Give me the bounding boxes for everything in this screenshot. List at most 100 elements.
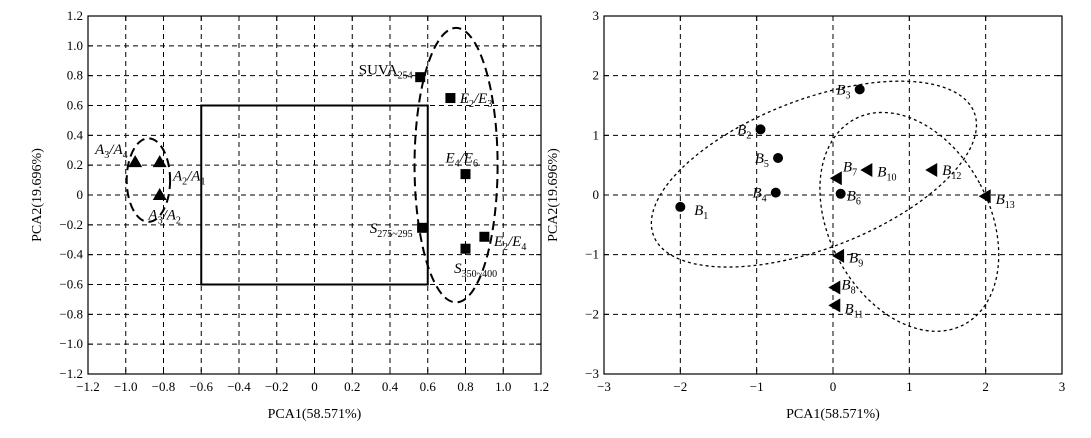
point-label: B3 [836,82,850,101]
y-tick-label: −0.8 [59,306,83,321]
cluster-ellipse [125,137,172,223]
point-marker [773,153,784,164]
point-label: B10 [877,165,896,184]
point-marker [860,162,873,177]
y-tick-label: 0 [77,187,84,202]
x-tick-label: −2 [673,379,687,394]
point-marker [128,155,143,168]
selection-rectangle [200,104,429,286]
y-tick-label: −3 [585,366,599,381]
y-tick-label: 1.0 [67,38,83,53]
point-marker [835,188,846,199]
y-tick-label: 3 [593,8,600,23]
point-label: B4 [752,186,766,205]
point-label: B12 [942,163,961,182]
point-marker [828,280,841,295]
cluster-ellipse [650,80,978,268]
point-label: B8 [841,278,855,297]
y-axis-title: PCA2(19.696%) [546,148,561,242]
x-tick-label: 1.2 [533,379,549,394]
y-tick-label: 0.4 [67,127,84,142]
point-label: B6 [847,189,861,208]
x-tick-label: 3 [1059,379,1066,394]
point-marker [415,72,426,83]
point-marker [978,189,991,204]
chart-1: −1.2 −1.0 −0.8 −0.6 −0.4 −0.2 0 0.2 0.4 0.6 0.8 1.0… [30,8,549,422]
y-axis-title: PCA2(19.696%) [30,148,45,242]
y-tick-label: 0.6 [67,98,84,113]
point-marker [832,248,845,263]
x-tick-label: 1.0 [495,379,511,394]
y-tick-label: −0.4 [59,247,83,262]
gridlines [604,16,1062,374]
ticks: −3 −2 −1 0 1 2 3 −3 −2 −1 0 1 2 3 [585,8,1065,394]
y-tick-label: 0.2 [67,157,83,172]
x-tick-label: 1 [906,379,913,394]
x-axis-title: PCA1(58.571%) [786,407,880,422]
point-label: B2 [737,122,751,141]
point-label: E4/E6 [444,151,478,170]
cluster-ellipse [819,111,1000,332]
point-marker [770,187,781,198]
data-points: B1 B2 B3 B5 B4 B6 B7 B10 B12 B13 B9 B8 B11 [675,82,1015,320]
x-tick-label: −0.8 [152,379,176,394]
point-label: B11 [844,301,863,320]
x-tick-label: 0.8 [457,379,473,394]
point-label: B5 [755,151,769,170]
y-tick-label: 1.2 [67,8,83,23]
point-label: B1 [694,203,708,222]
point-marker [828,298,841,313]
point-marker [152,188,167,200]
point-label: A3/A2 [147,207,181,226]
point-label: B7 [843,159,857,178]
x-tick-label: 0 [830,379,837,394]
x-tick-label: 0.4 [382,379,399,394]
chart-2: −3 −2 −1 0 1 2 3 −3 −2 −1 0 1 2 3 PCA1(58.571%) PCA2(19… [546,8,1065,422]
point-marker [755,124,766,135]
y-tick-label: −0.6 [59,277,83,292]
y-tick-label: −1.2 [59,366,83,381]
x-tick-label: −1.2 [76,379,100,394]
y-tick-label: 2 [593,68,600,83]
point-marker [829,171,842,186]
x-tick-label: −1 [750,379,764,394]
data-points: A3/A4 A2/A1 A3/A2 SUVA254 E2/E3 E4/E6 S275~295… [94,63,526,280]
point-marker [460,169,471,180]
point-marker [445,93,456,104]
point-label: E2/E3 [459,91,493,110]
y-tick-label: −1 [585,247,599,262]
point-marker [152,155,167,168]
y-tick-label: −1.0 [59,336,83,351]
x-tick-label: −0.2 [265,379,289,394]
point-marker [854,84,865,95]
point-label: A3/A4 [94,142,128,161]
point-label: B9 [849,251,863,270]
y-tick-label: 1 [593,127,600,142]
y-tick-label: −0.2 [59,217,83,232]
ticks: −1.2 −1.0 −0.8 −0.6 −0.4 −0.2 0 0.2 0.4 0.6 0.8 1.0… [59,8,549,394]
x-tick-label: 0.2 [344,379,360,394]
x-tick-label: 2 [982,379,989,394]
point-label: S350~400 [454,261,497,280]
point-marker [675,201,686,212]
point-label: E2/E4 [493,234,527,253]
point-label: B13 [996,192,1015,211]
point-marker [479,231,490,242]
y-tick-label: 0 [593,187,600,202]
x-tick-label: −0.6 [189,379,213,394]
point-marker [417,222,428,233]
point-label: SUVA254 [359,63,413,82]
point-marker [460,243,471,254]
point-label: A2/A1 [172,169,206,188]
x-tick-label: 0 [311,379,318,394]
x-tick-label: −1.0 [114,379,138,394]
point-marker [925,162,938,177]
cluster-ellipse [413,26,499,304]
x-tick-label: −3 [597,379,611,394]
y-tick-label: −2 [585,306,599,321]
x-tick-label: −0.4 [227,379,251,394]
x-axis-title: PCA1(58.571%) [268,407,362,422]
x-tick-label: 0.6 [420,379,437,394]
y-tick-label: 0.8 [67,68,83,83]
